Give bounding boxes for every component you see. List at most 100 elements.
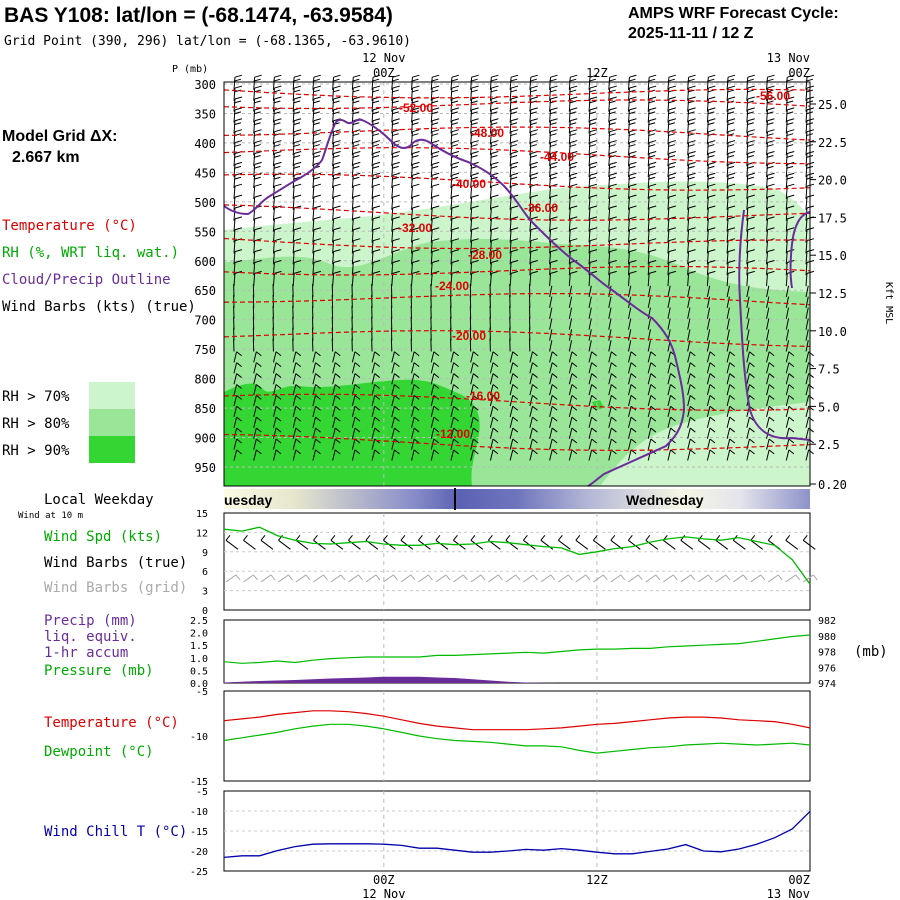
wind-barb-flag bbox=[571, 373, 578, 378]
wind-barb-flag bbox=[412, 107, 420, 111]
wind-barb-staff bbox=[253, 109, 256, 123]
wind-barb bbox=[292, 405, 302, 418]
wind-barb-staff bbox=[371, 197, 374, 210]
surface-wind-barb-grid bbox=[488, 574, 503, 583]
wind-barb-flag bbox=[471, 118, 479, 122]
wind-barb-staff bbox=[450, 88, 453, 101]
wind-barb bbox=[568, 340, 573, 352]
wind-barb-flag bbox=[411, 89, 419, 93]
wind-barb-flag bbox=[392, 183, 400, 187]
wind-barb bbox=[588, 183, 598, 199]
wind-barb bbox=[549, 129, 558, 145]
wind-barb-staff bbox=[371, 142, 374, 156]
wind-barb bbox=[667, 216, 677, 232]
wind-barb-staff bbox=[746, 373, 750, 385]
wind-barb bbox=[549, 270, 558, 287]
wind-barb bbox=[608, 285, 612, 298]
wind-barb-staff bbox=[292, 417, 297, 428]
wind-barb bbox=[312, 449, 321, 461]
wind-barb-staff bbox=[272, 142, 275, 156]
wind-barb-staff bbox=[450, 384, 455, 396]
wind-barb-staff bbox=[411, 109, 413, 123]
wind-barb-flag bbox=[529, 78, 537, 82]
wind-barb-staff bbox=[312, 120, 315, 134]
wind-barb-flag bbox=[727, 161, 736, 165]
wind-barb bbox=[529, 194, 538, 210]
wind-barb-staff bbox=[608, 307, 612, 319]
wind-barb-flag bbox=[805, 89, 814, 93]
wind-barb-flag bbox=[727, 96, 736, 100]
surface-wind-barb-grid bbox=[295, 574, 311, 583]
wind-barb-staff bbox=[450, 449, 455, 461]
wind-barb-flag bbox=[689, 384, 696, 389]
wind-barb-staff bbox=[766, 329, 770, 341]
wind-barb-staff bbox=[233, 142, 236, 156]
wind-barb-flag bbox=[234, 205, 243, 209]
wind-barb-flag bbox=[275, 362, 282, 368]
barb-staff bbox=[680, 539, 694, 550]
wind-barb-staff bbox=[391, 384, 395, 396]
wind-barb-flag bbox=[688, 96, 696, 100]
wind-barb-flag bbox=[589, 96, 598, 100]
wind-barb-flag bbox=[747, 151, 755, 154]
wind-barb-staff bbox=[766, 197, 768, 210]
wind-barb-staff bbox=[509, 262, 512, 276]
barb-staff bbox=[593, 539, 606, 550]
wind-barb bbox=[529, 74, 538, 90]
wind-barb-flag bbox=[490, 122, 498, 126]
barb-staff bbox=[418, 574, 429, 583]
wind-barb-flag bbox=[767, 74, 775, 78]
wind-barb-staff bbox=[766, 77, 768, 90]
wind-barb-flag bbox=[274, 205, 282, 209]
wind-barb-flag bbox=[727, 249, 736, 253]
wind-barb-staff bbox=[687, 273, 690, 287]
wind-barb-flag bbox=[254, 216, 262, 220]
wind-barb bbox=[627, 384, 637, 396]
wind-barb bbox=[549, 260, 558, 276]
wind-barb-flag bbox=[767, 216, 775, 220]
wind-barb bbox=[233, 227, 243, 243]
wind-barb bbox=[371, 227, 381, 243]
wind-barb-flag bbox=[334, 394, 341, 400]
wind-barb bbox=[568, 416, 578, 428]
wind-barb bbox=[430, 238, 440, 254]
wind-barb-staff bbox=[233, 175, 236, 189]
wind-barb-flag bbox=[649, 85, 657, 89]
wind-barb-flag bbox=[293, 140, 302, 144]
wind-barb-staff bbox=[785, 395, 790, 407]
wind-barb-flag bbox=[312, 122, 320, 126]
wind-barb-staff bbox=[351, 186, 354, 199]
wind-barb-flag bbox=[570, 270, 578, 274]
wind-barb-staff bbox=[233, 427, 238, 439]
wind-barb-staff bbox=[391, 77, 394, 90]
forecast-cycle-label: AMPS WRF Forecast Cycle: bbox=[628, 5, 839, 22]
wind-barb-staff bbox=[470, 131, 473, 145]
wind-barb-flag bbox=[532, 405, 538, 411]
wind-barb-staff bbox=[253, 131, 256, 145]
wind-barb-flag bbox=[394, 427, 400, 433]
wind-barb-flag bbox=[509, 78, 518, 82]
wind-barb-staff bbox=[411, 417, 415, 428]
wind-barb bbox=[608, 129, 617, 145]
wind-barb-staff bbox=[509, 417, 514, 428]
wind-barb-flag bbox=[392, 172, 400, 176]
wind-barb bbox=[568, 172, 578, 189]
wind-barb-flag bbox=[530, 260, 538, 263]
wind-barb-flag bbox=[628, 89, 636, 93]
wind-barb-staff bbox=[627, 88, 630, 101]
wind-barb-staff bbox=[647, 131, 650, 145]
wind-barb-flag bbox=[354, 416, 361, 422]
wind-barb-staff bbox=[312, 362, 316, 374]
wind-barb-flag bbox=[747, 118, 755, 122]
wind-barb-staff bbox=[450, 373, 455, 385]
wind-barb bbox=[687, 362, 696, 374]
wind-barb bbox=[509, 129, 519, 145]
wind-barb-staff bbox=[805, 131, 808, 145]
wind-barb bbox=[489, 249, 499, 265]
wind-barb-staff bbox=[253, 438, 257, 450]
lower-panels: 151296302.52.01.51.00.50.098298097897697… bbox=[190, 509, 836, 878]
wind-barb-staff bbox=[430, 218, 433, 232]
wind-barb-staff bbox=[588, 88, 591, 101]
pressure-tick-label: 650 bbox=[194, 284, 216, 298]
wind-barb-staff bbox=[687, 384, 691, 396]
